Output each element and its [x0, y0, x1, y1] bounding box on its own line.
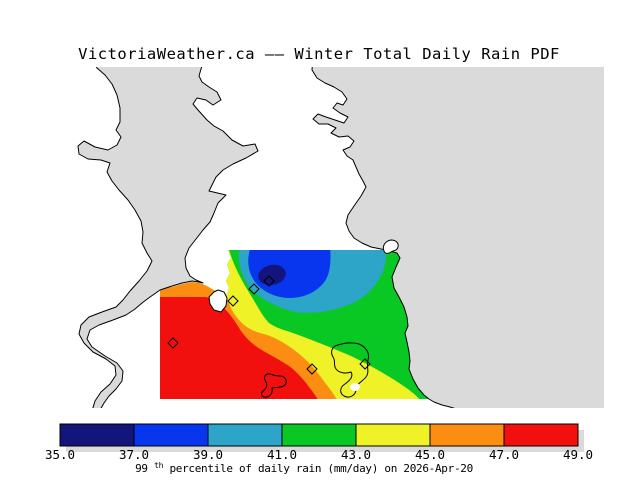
station-marker-diamond	[227, 295, 239, 307]
tick-label: 45.0	[415, 447, 445, 462]
tick-label: 39.0	[193, 447, 223, 462]
station-marker-diamond	[167, 337, 179, 349]
station-marker-diamond	[263, 275, 275, 287]
tick-label: 41.0	[267, 447, 297, 462]
caption-suffix: percentile of daily rain (mm/day) on 202…	[169, 462, 472, 475]
cove-outline	[208, 289, 228, 313]
station-marker-diamond	[248, 283, 260, 295]
colorbar-segment-1	[59, 423, 135, 447]
colorbar-segment-3	[207, 423, 283, 447]
station-marker-diamond	[359, 358, 371, 370]
tick-label: 49.0	[563, 447, 593, 462]
colorbar-caption: 99 th percentile of daily rain (mm/day) …	[135, 461, 473, 476]
lake-white-patch	[350, 383, 360, 391]
tick-label: 43.0	[341, 447, 371, 462]
lake-outline-large	[331, 342, 369, 398]
contour-band-red	[160, 297, 318, 399]
caption-prefix: 99	[135, 462, 148, 475]
tick-label: 37.0	[119, 447, 149, 462]
water-saanich-inlet	[77, 67, 259, 408]
colorbar-segment-5	[355, 423, 431, 447]
water-right-sea	[311, 67, 604, 408]
tick-label: 35.0	[45, 447, 75, 462]
colorbar-segment-4	[281, 423, 357, 447]
station-markers	[167, 275, 371, 375]
colorbar-segment-7	[503, 423, 579, 447]
colorbar-tick-labels: 35.0 37.0 39.0 41.0 43.0 45.0 47.0 49.0	[45, 447, 593, 462]
tick-label: 47.0	[489, 447, 519, 462]
station-marker-diamond	[306, 363, 318, 375]
colorbar-segment-6	[429, 423, 505, 447]
caption-superscript: th	[154, 461, 164, 470]
colorbar-segment-2	[133, 423, 209, 447]
lake-outline-small	[261, 373, 287, 398]
map-area	[0, 67, 604, 408]
colorbar: 35.0 37.0 39.0 41.0 43.0 45.0 47.0 49.0 …	[45, 423, 593, 476]
figure-title: VictoriaWeather.ca —— Winter Total Daily…	[78, 45, 560, 63]
islet-outline	[382, 239, 399, 254]
